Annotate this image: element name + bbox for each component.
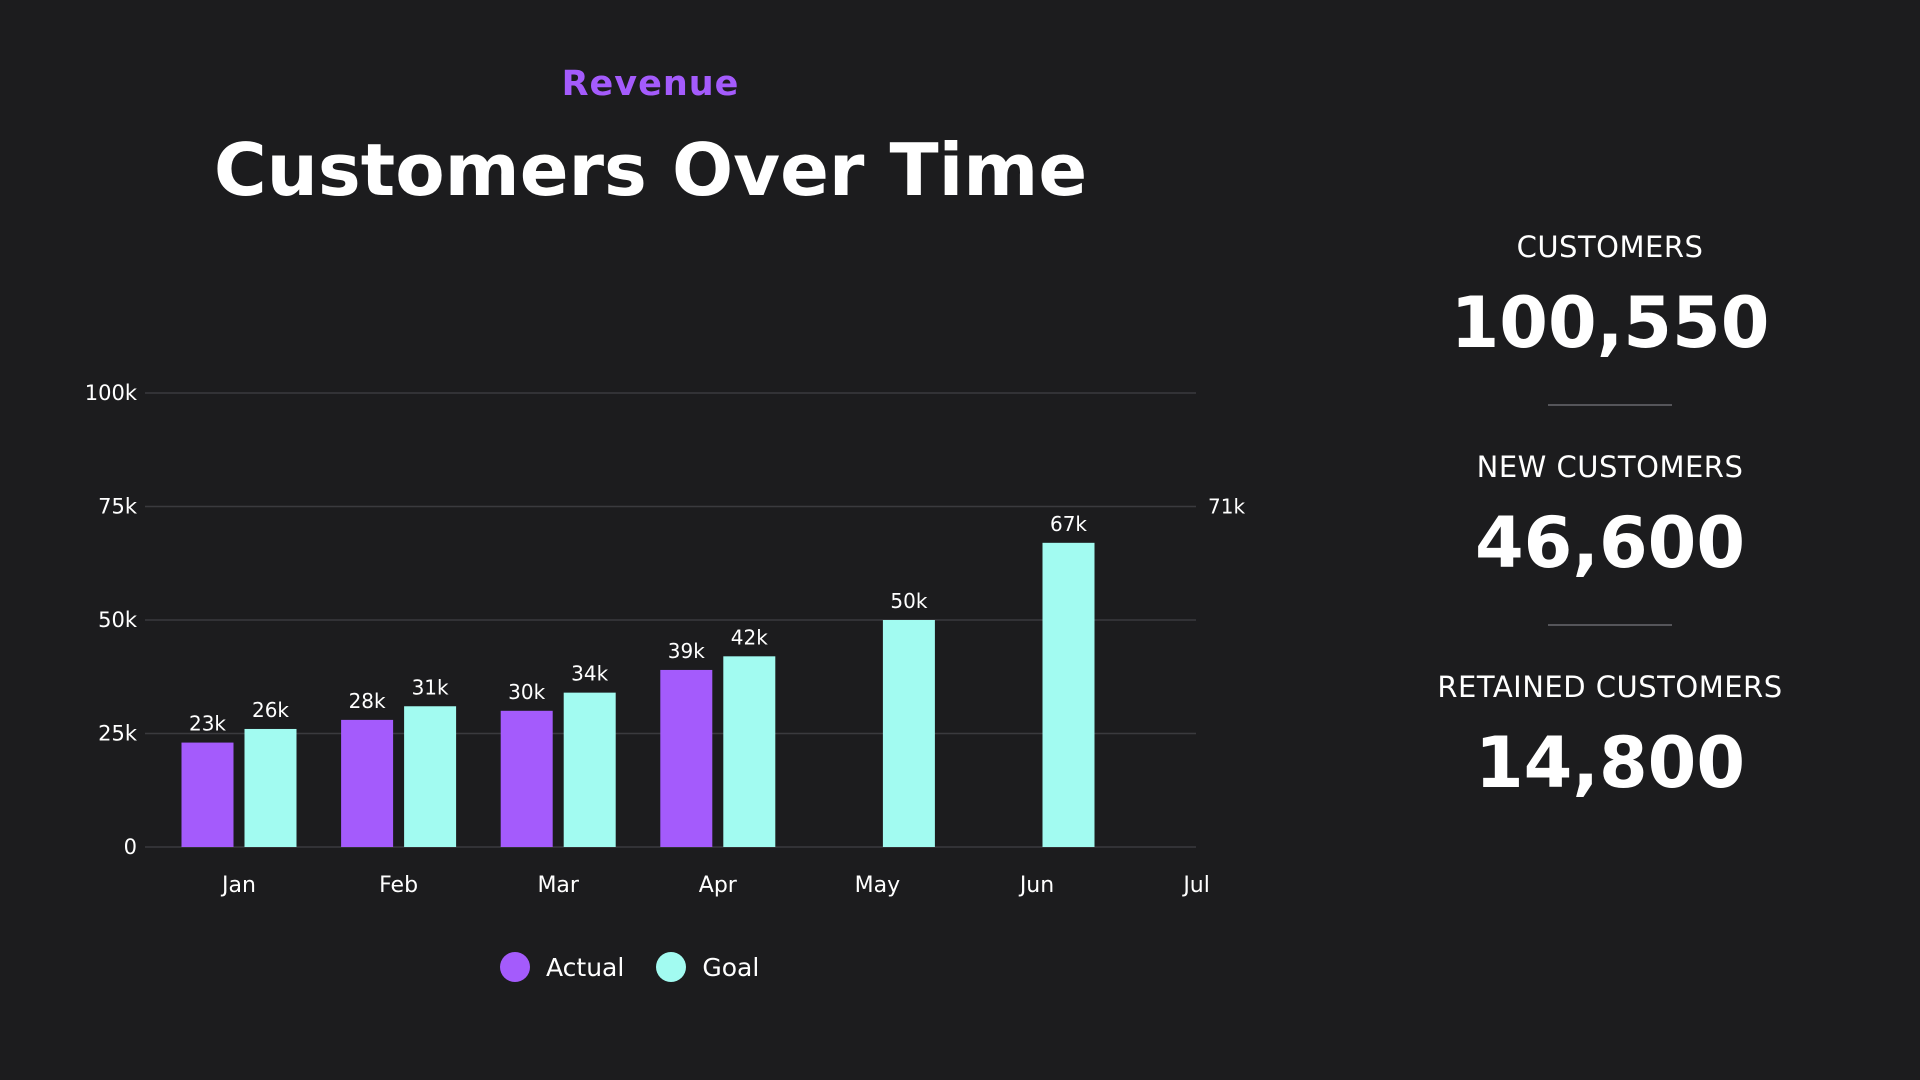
data-label: 30k: [508, 680, 545, 704]
data-label: 50k: [890, 589, 927, 613]
bar-actual: [660, 669, 713, 847]
data-label: 34k: [571, 662, 608, 686]
axis-annotation: 71k: [1208, 495, 1245, 519]
data-label: 23k: [189, 712, 226, 736]
kpi-divider: [1548, 624, 1672, 626]
legend-swatch-actual: [500, 952, 530, 982]
kpi-value: 100,550: [1450, 282, 1770, 364]
kpi-retained-customers: RETAINED CUSTOMERS 14,800: [1410, 670, 1810, 804]
y-tick-label: 50k: [98, 608, 138, 632]
x-tick-label: Jan: [220, 873, 256, 898]
kpi-value: 14,800: [1474, 722, 1746, 804]
bar-chart: 0 25k 50k 75k 100k 71k 23k 26k Jan 28k 31k Feb 30k 34…: [85, 381, 1246, 898]
y-tick-label: 100k: [85, 381, 138, 405]
x-tick-label: Feb: [379, 873, 418, 898]
bar-goal: [563, 692, 616, 847]
y-tick-label: 25k: [98, 722, 138, 746]
legend-swatch-goal: [656, 952, 687, 982]
bar-goal: [404, 706, 457, 847]
bar-actual: [500, 710, 553, 847]
kpi-panel: CUSTOMERS 100,550 NEW CUSTOMERS 46,600 R…: [1410, 230, 1810, 804]
kpi-customers: CUSTOMERS 100,550: [1410, 230, 1810, 364]
bar-goal: [723, 656, 776, 847]
bar-actual: [181, 742, 234, 847]
x-tick-label: Jun: [1018, 873, 1054, 898]
legend-label-actual: Actual: [546, 952, 625, 982]
x-tick-label: Jul: [1181, 873, 1210, 898]
bar-goal: [1042, 542, 1095, 847]
bar-goal: [882, 620, 935, 847]
data-label: 39k: [668, 639, 705, 663]
legend-label-goal: Goal: [702, 952, 760, 982]
y-tick-label: 0: [124, 835, 137, 859]
x-tick-label: Apr: [699, 873, 738, 898]
legend-item-actual: Actual: [500, 952, 624, 982]
y-tick-label: 75k: [98, 495, 138, 519]
kpi-label: CUSTOMERS: [1516, 230, 1704, 264]
kpi-label: NEW CUSTOMERS: [1476, 450, 1744, 484]
x-tick-label: Mar: [537, 873, 579, 898]
chart-legend: Actual Goal: [500, 952, 759, 982]
x-tick-label: May: [855, 873, 900, 898]
kpi-new-customers: NEW CUSTOMERS 46,600: [1410, 450, 1810, 584]
chart-subtitle: Revenue: [561, 64, 740, 104]
bar-goal: [244, 728, 297, 847]
bar-actual: [341, 719, 394, 847]
kpi-label: RETAINED CUSTOMERS: [1437, 670, 1783, 704]
data-label: 42k: [731, 625, 768, 649]
data-label: 26k: [252, 698, 289, 722]
data-label: 67k: [1050, 512, 1087, 536]
kpi-divider: [1548, 404, 1672, 406]
legend-item-goal: Goal: [656, 952, 759, 982]
kpi-value: 46,600: [1474, 502, 1746, 584]
data-label: 28k: [349, 689, 386, 713]
data-label: 31k: [412, 675, 449, 699]
chart-title: Customers Over Time: [213, 128, 1088, 212]
